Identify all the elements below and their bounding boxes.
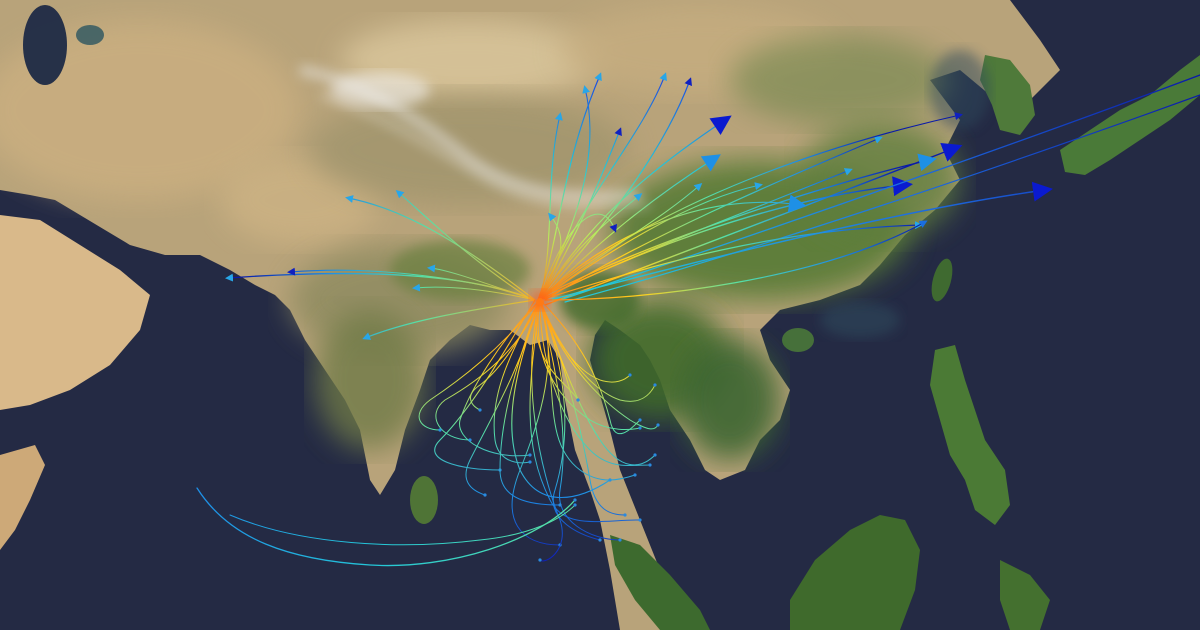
- cyclone-track: [418, 299, 541, 432]
- cyclone-track: [427, 264, 536, 301]
- cyclone-track: [539, 299, 657, 466]
- landmass-africa-horn: [0, 445, 45, 550]
- landmass-sumatra: [610, 535, 710, 630]
- cyclone-track: [539, 299, 622, 542]
- cyclone-track: [539, 77, 692, 301]
- cyclone-track: [544, 142, 963, 306]
- cyclone-track: [539, 112, 563, 301]
- cyclone-track: [362, 299, 536, 340]
- landmass-taiwan: [931, 258, 953, 302]
- cyclone-track: [539, 299, 632, 383]
- cyclone-track: [539, 299, 637, 481]
- cyclone-track: [196, 487, 577, 567]
- cyclone-track: [559, 74, 1200, 301]
- landmass-borneo: [790, 515, 920, 630]
- cyclone-track: [537, 299, 642, 431]
- cyclone-track: [412, 283, 536, 301]
- landmass-philippines: [930, 345, 1010, 525]
- cyclone-track: [229, 503, 577, 546]
- track-layer: [196, 72, 1200, 567]
- cyclone-track: [564, 94, 1200, 303]
- landmass-sri-lanka: [410, 476, 438, 524]
- cyclone-track: [535, 299, 580, 402]
- terrain-layer: [0, 5, 990, 460]
- cyclone-track: [539, 168, 853, 301]
- landmass-korea: [980, 55, 1035, 135]
- cyclone-track: [539, 112, 963, 301]
- cyclone-track: [549, 181, 1053, 301]
- cyclone-track: [539, 182, 763, 301]
- cyclone-track: [539, 127, 622, 301]
- cyclone-track: [537, 72, 602, 301]
- cyclone-track: [539, 299, 602, 542]
- cyclone-track: [345, 195, 536, 301]
- cyclone-track: [539, 299, 627, 517]
- cyclone-track: [539, 299, 660, 430]
- cyclone-track: [539, 221, 923, 301]
- cyclone-track: [539, 212, 562, 301]
- landmass-japan: [1060, 55, 1200, 175]
- cyclone-track: [529, 299, 642, 523]
- cyclone-track: [544, 136, 883, 301]
- cyclone-track: [531, 299, 563, 562]
- landmass-hainan: [782, 328, 814, 352]
- cyclone-track: [544, 220, 928, 301]
- cyclone-track: [539, 154, 721, 301]
- cyclone-track: [395, 190, 536, 303]
- cyclone-track: [465, 299, 541, 497]
- cyclone-track: [539, 299, 657, 402]
- cyclone-track: [470, 299, 541, 412]
- cyclone-track: [434, 299, 536, 472]
- cyclone-track: [539, 115, 732, 301]
- landmass-arabia: [0, 215, 150, 410]
- cyclone-track: [539, 213, 617, 301]
- cyclone-track: [539, 183, 703, 301]
- cyclone-track: [539, 299, 642, 435]
- landmass-sulawesi: [1000, 560, 1050, 630]
- cyclone-track: [539, 194, 807, 301]
- cyclone-track: [539, 193, 643, 301]
